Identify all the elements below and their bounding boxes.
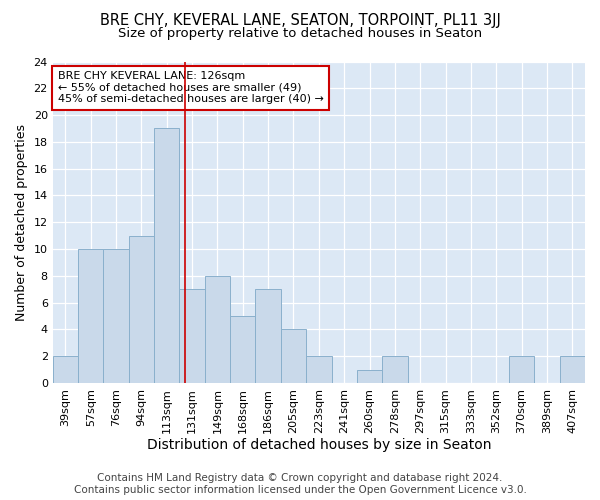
Y-axis label: Number of detached properties: Number of detached properties: [15, 124, 28, 320]
Bar: [560, 356, 585, 383]
X-axis label: Distribution of detached houses by size in Seaton: Distribution of detached houses by size …: [146, 438, 491, 452]
Text: BRE CHY KEVERAL LANE: 126sqm
← 55% of detached houses are smaller (49)
45% of se: BRE CHY KEVERAL LANE: 126sqm ← 55% of de…: [58, 71, 324, 104]
Bar: [154, 128, 179, 383]
Bar: [306, 356, 332, 383]
Text: Contains HM Land Registry data © Crown copyright and database right 2024.
Contai: Contains HM Land Registry data © Crown c…: [74, 474, 526, 495]
Bar: [129, 236, 154, 383]
Bar: [205, 276, 230, 383]
Bar: [103, 249, 129, 383]
Bar: [256, 289, 281, 383]
Bar: [78, 249, 103, 383]
Text: Size of property relative to detached houses in Seaton: Size of property relative to detached ho…: [118, 28, 482, 40]
Bar: [382, 356, 407, 383]
Bar: [509, 356, 535, 383]
Bar: [230, 316, 256, 383]
Bar: [53, 356, 78, 383]
Bar: [179, 289, 205, 383]
Bar: [357, 370, 382, 383]
Bar: [281, 330, 306, 383]
Text: BRE CHY, KEVERAL LANE, SEATON, TORPOINT, PL11 3JJ: BRE CHY, KEVERAL LANE, SEATON, TORPOINT,…: [100, 12, 500, 28]
